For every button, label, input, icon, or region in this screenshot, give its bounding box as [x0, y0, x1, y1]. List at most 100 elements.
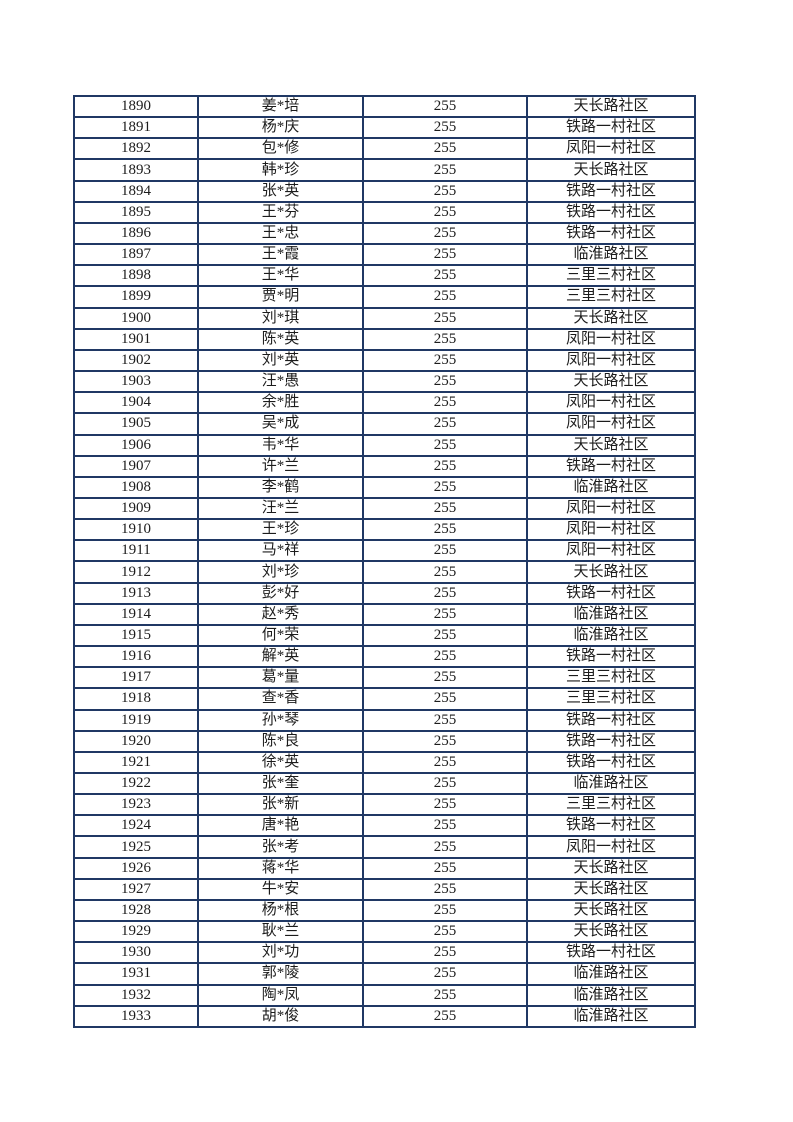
cell-value: 255	[362, 835, 528, 859]
cell-community: 三里三村社区	[526, 264, 696, 288]
cell-name: 马*祥	[197, 539, 364, 563]
cell-serial: 1924	[73, 814, 199, 838]
cell-community: 铁路一村社区	[526, 200, 696, 224]
cell-community: 铁路一村社区	[526, 179, 696, 203]
cell-community: 铁路一村社区	[526, 941, 696, 965]
cell-community: 三里三村社区	[526, 687, 696, 711]
cell-serial: 1912	[73, 560, 199, 584]
cell-name: 许*兰	[197, 454, 364, 478]
cell-name: 汪*愚	[197, 370, 364, 394]
cell-serial: 1900	[73, 306, 199, 330]
cell-value: 255	[362, 560, 528, 584]
table-row: 1902 刘*英 255 凤阳一村社区	[73, 348, 696, 373]
cell-value: 255	[362, 179, 528, 203]
cell-community: 天长路社区	[526, 94, 696, 119]
table-row: 1933 胡*俊 255 临淮路社区	[73, 1004, 696, 1029]
table-row: 1923 张*新 255 三里三村社区	[73, 793, 696, 817]
table-row: 1893 韩*珍 255 天长路社区	[73, 158, 696, 182]
cell-value: 255	[362, 496, 528, 521]
table-row: 1900 刘*琪 255 天长路社区	[73, 306, 696, 330]
cell-name: 徐*英	[197, 750, 364, 775]
cell-value: 255	[362, 920, 528, 944]
table-row: 1922 张*奎 255 临淮路社区	[73, 771, 696, 796]
cell-value: 255	[362, 623, 528, 648]
cell-value: 255	[362, 370, 528, 394]
cell-community: 天长路社区	[526, 370, 696, 394]
roster-table-body: 1890 姜*培 255 天长路社区 1891 杨*庆 255 铁路一村社区 1892 包*修 25…	[73, 94, 696, 1029]
cell-serial: 1917	[73, 666, 199, 690]
cell-serial: 1896	[73, 221, 199, 246]
cell-serial: 1933	[73, 1004, 199, 1029]
cell-serial: 1894	[73, 179, 199, 203]
cell-name: 贾*明	[197, 285, 364, 309]
cell-value: 255	[362, 518, 528, 542]
cell-community: 凤阳一村社区	[526, 412, 696, 436]
table-row: 1897 王*霞 255 临淮路社区	[73, 243, 696, 267]
cell-community: 天长路社区	[526, 877, 696, 901]
table-row: 1905 吴*成 255 凤阳一村社区	[73, 412, 696, 436]
cell-value: 255	[362, 962, 528, 986]
cell-name: 刘*英	[197, 348, 364, 373]
table-row: 1920 陈*良 255 铁路一村社区	[73, 729, 696, 753]
cell-name: 韩*珍	[197, 158, 364, 182]
cell-value: 255	[362, 221, 528, 246]
cell-value: 255	[362, 94, 528, 119]
cell-name: 彭*好	[197, 581, 364, 605]
cell-community: 三里三村社区	[526, 666, 696, 690]
table-row: 1927 牛*安 255 天长路社区	[73, 877, 696, 901]
cell-value: 255	[362, 539, 528, 563]
cell-serial: 1908	[73, 475, 199, 499]
cell-value: 255	[362, 454, 528, 478]
cell-name: 查*香	[197, 687, 364, 711]
table-row: 1892 包*修 255 凤阳一村社区	[73, 137, 696, 161]
cell-value: 255	[362, 645, 528, 669]
cell-value: 255	[362, 877, 528, 901]
table-row: 1924 唐*艳 255 铁路一村社区	[73, 814, 696, 838]
cell-community: 天长路社区	[526, 560, 696, 584]
cell-serial: 1906	[73, 433, 199, 457]
cell-community: 铁路一村社区	[526, 814, 696, 838]
cell-community: 临淮路社区	[526, 1004, 696, 1029]
cell-name: 王*华	[197, 264, 364, 288]
table-row: 1914 赵*秀 255 临淮路社区	[73, 602, 696, 626]
cell-name: 蒋*华	[197, 856, 364, 880]
table-row: 1898 王*华 255 三里三村社区	[73, 264, 696, 288]
cell-community: 临淮路社区	[526, 475, 696, 499]
cell-serial: 1920	[73, 729, 199, 753]
cell-name: 余*胜	[197, 391, 364, 415]
cell-value: 255	[362, 412, 528, 436]
cell-value: 255	[362, 941, 528, 965]
cell-name: 王*忠	[197, 221, 364, 246]
table-row: 1909 汪*兰 255 凤阳一村社区	[73, 496, 696, 521]
table-row: 1894 张*英 255 铁路一村社区	[73, 179, 696, 203]
table-row: 1907 许*兰 255 铁路一村社区	[73, 454, 696, 478]
cell-community: 凤阳一村社区	[526, 518, 696, 542]
table-row: 1930 刘*功 255 铁路一村社区	[73, 941, 696, 965]
cell-serial: 1922	[73, 771, 199, 796]
cell-value: 255	[362, 285, 528, 309]
cell-serial: 1919	[73, 708, 199, 732]
cell-serial: 1923	[73, 793, 199, 817]
cell-community: 铁路一村社区	[526, 645, 696, 669]
cell-serial: 1903	[73, 370, 199, 394]
cell-name: 张*英	[197, 179, 364, 203]
cell-serial: 1930	[73, 941, 199, 965]
table-row: 1913 彭*好 255 铁路一村社区	[73, 581, 696, 605]
table-row: 1915 何*荣 255 临淮路社区	[73, 623, 696, 648]
cell-community: 天长路社区	[526, 306, 696, 330]
cell-name: 姜*培	[197, 94, 364, 119]
table-row: 1891 杨*庆 255 铁路一村社区	[73, 116, 696, 140]
cell-name: 韦*华	[197, 433, 364, 457]
cell-value: 255	[362, 729, 528, 753]
cell-serial: 1931	[73, 962, 199, 986]
cell-community: 铁路一村社区	[526, 221, 696, 246]
cell-name: 刘*珍	[197, 560, 364, 584]
cell-value: 255	[362, 433, 528, 457]
cell-community: 临淮路社区	[526, 602, 696, 626]
cell-community: 临淮路社区	[526, 623, 696, 648]
cell-name: 李*鹤	[197, 475, 364, 499]
cell-value: 255	[362, 983, 528, 1007]
cell-community: 天长路社区	[526, 433, 696, 457]
cell-name: 杨*庆	[197, 116, 364, 140]
cell-value: 255	[362, 348, 528, 373]
